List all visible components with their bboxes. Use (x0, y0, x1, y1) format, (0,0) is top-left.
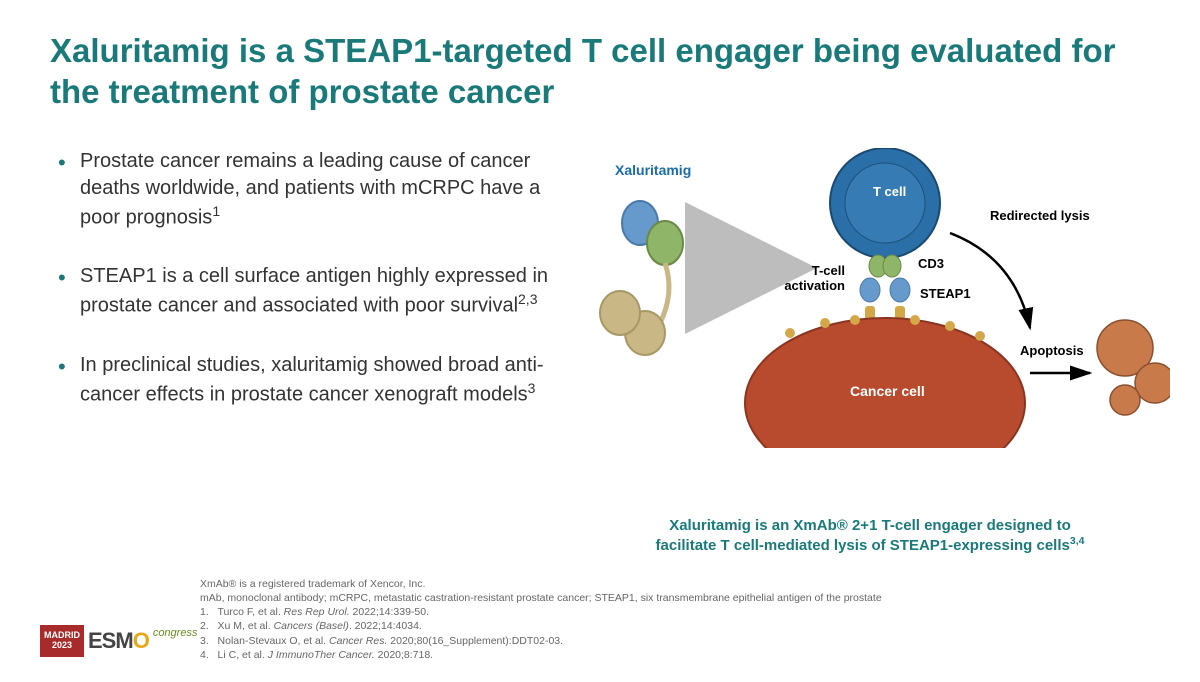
footnote-ref: 2. Xu M, et al. Cancers (Basel). 2022;14… (200, 619, 882, 633)
cd3-label: CD3 (918, 256, 944, 271)
diagram-svg (570, 148, 1170, 448)
antibody-icon (600, 201, 683, 355)
right-column: Xaluritamig T cell T-cell activation CD3… (570, 148, 1170, 508)
tcell-label: T cell (873, 184, 906, 199)
caption-line2: facilitate T cell-mediated lysis of STEA… (656, 537, 1070, 554)
engager-icon (860, 255, 910, 320)
bullet-item: Prostate cancer remains a leading cause … (50, 148, 550, 232)
footnote-ref: 3. Nolan-Stevaux O, et al. Cancer Res. 2… (200, 634, 882, 648)
footnote-abbrev: mAb, monoclonal antibody; mCRPC, metasta… (200, 591, 882, 605)
bullet-text: Prostate cancer remains a leading cause … (80, 150, 540, 229)
bullet-sup: 1 (212, 203, 220, 219)
footnote-ref: 1. Turco F, et al. Res Rep Urol. 2022;14… (200, 605, 882, 619)
apoptosis-cells-icon (1097, 320, 1170, 415)
bullet-sup: 3 (528, 380, 536, 396)
mechanism-diagram: Xaluritamig T cell T-cell activation CD3… (570, 148, 1170, 508)
xaluritamig-label: Xaluritamig (615, 162, 691, 178)
content-row: Prostate cancer remains a leading cause … (50, 148, 1150, 508)
caption-sup: 3,4 (1070, 535, 1085, 547)
footnotes: XmAb® is a registered trademark of Xenco… (200, 577, 882, 662)
apoptosis-label: Apoptosis (1020, 343, 1084, 358)
bullet-item: STEAP1 is a cell surface antigen highly … (50, 263, 550, 320)
slide-container: Xaluritamig is a STEAP1-targeted T cell … (0, 0, 1200, 682)
bullet-list: Prostate cancer remains a leading cause … (50, 148, 550, 409)
slide-title: Xaluritamig is a STEAP1-targeted T cell … (50, 30, 1150, 113)
redirected-label: Redirected lysis (990, 208, 1090, 223)
cancer-cell-label: Cancer cell (850, 383, 925, 399)
caption-line1: Xaluritamig is an XmAb® 2+1 T-cell engag… (669, 517, 1071, 534)
bullet-item: In preclinical studies, xaluritamig show… (50, 352, 550, 409)
diagram-caption: Xaluritamig is an XmAb® 2+1 T-cell engag… (570, 516, 1170, 556)
footnote-ref: 4. Li C, et al. J ImmunoTher Cancer. 202… (200, 648, 882, 662)
congress-text: congress (153, 627, 198, 639)
lysis-arrow-icon (950, 233, 1030, 328)
left-column: Prostate cancer remains a leading cause … (50, 148, 550, 508)
footnote-trademark: XmAb® is a registered trademark of Xenco… (200, 577, 882, 591)
bullet-text: In preclinical studies, xaluritamig show… (80, 354, 544, 406)
madrid-badge: MADRID 2023 (40, 625, 84, 657)
steap1-label: STEAP1 (920, 286, 971, 301)
bullet-sup: 2,3 (518, 291, 537, 307)
esmo-logo: MADRID 2023 ESMO congress (40, 625, 197, 657)
bullet-text: STEAP1 is a cell surface antigen highly … (80, 265, 548, 317)
esmo-text: ESMO (88, 628, 149, 654)
activation-label: T-cell activation (775, 263, 845, 293)
